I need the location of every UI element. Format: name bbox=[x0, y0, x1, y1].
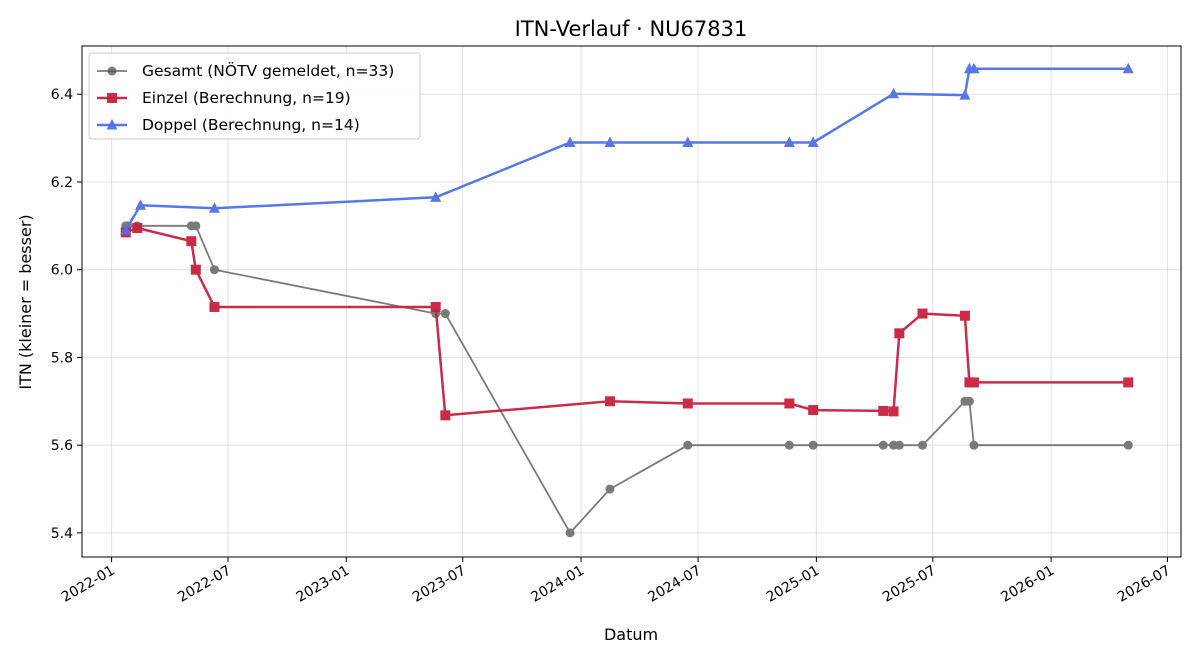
data-point bbox=[191, 221, 201, 231]
series-group bbox=[120, 62, 1134, 538]
data-point bbox=[807, 136, 819, 147]
data-point bbox=[209, 265, 219, 275]
data-point bbox=[968, 62, 980, 74]
y-tick-label: 5.6 bbox=[51, 438, 73, 454]
data-point bbox=[959, 89, 971, 100]
data-point bbox=[1123, 377, 1134, 388]
legend-marker bbox=[106, 119, 118, 130]
data-point bbox=[682, 136, 694, 147]
data-point bbox=[565, 528, 575, 538]
legend-entry: Gesamt (NÖTV gemeldet, n=33) bbox=[142, 61, 394, 80]
y-axis-label: ITN (kleiner = besser) bbox=[16, 214, 35, 389]
data-point bbox=[564, 136, 576, 147]
legend-box bbox=[88, 52, 421, 140]
series-doppel bbox=[120, 62, 1134, 235]
data-point bbox=[208, 202, 220, 213]
data-point bbox=[878, 405, 889, 416]
data-point bbox=[683, 440, 693, 450]
data-point bbox=[186, 236, 197, 247]
y-tick-label: 5.8 bbox=[51, 350, 73, 366]
y-tick-label: 6.4 bbox=[51, 87, 73, 103]
data-point bbox=[604, 136, 616, 147]
data-point bbox=[430, 191, 442, 202]
data-point bbox=[682, 398, 693, 409]
data-point bbox=[894, 328, 905, 339]
data-point bbox=[783, 136, 795, 147]
data-point bbox=[605, 484, 615, 494]
data-point bbox=[784, 440, 794, 450]
data-point bbox=[209, 301, 220, 312]
data-point bbox=[1122, 62, 1134, 74]
legend-marker bbox=[107, 66, 117, 76]
data-point bbox=[430, 301, 441, 312]
data-point bbox=[440, 410, 451, 421]
data-point bbox=[964, 396, 974, 406]
data-point bbox=[917, 440, 927, 450]
data-point bbox=[888, 87, 900, 99]
data-point bbox=[135, 199, 147, 210]
data-point bbox=[808, 405, 819, 416]
data-point bbox=[190, 264, 201, 275]
data-point bbox=[604, 396, 615, 407]
chart-title: ITN-Verlauf · NU67831 bbox=[515, 17, 748, 41]
data-point bbox=[917, 308, 928, 319]
x-axis-label: Datum bbox=[604, 625, 658, 644]
data-point bbox=[969, 440, 979, 450]
data-point bbox=[440, 309, 450, 319]
data-point bbox=[959, 310, 970, 321]
plot-frame bbox=[81, 45, 1182, 558]
y-tick-label: 6.0 bbox=[51, 263, 73, 279]
data-point bbox=[120, 224, 132, 235]
legend-marker bbox=[107, 93, 117, 103]
y-tick-label: 5.4 bbox=[51, 526, 73, 542]
y-tick-label: 6.2 bbox=[51, 175, 73, 191]
data-point bbox=[894, 440, 904, 450]
data-point bbox=[784, 398, 795, 409]
data-point bbox=[132, 223, 143, 234]
data-point bbox=[888, 406, 899, 417]
data-point bbox=[968, 377, 979, 388]
data-point bbox=[808, 440, 818, 450]
legend-entry: Einzel (Berechnung, n=19) bbox=[142, 89, 351, 107]
data-point bbox=[1123, 440, 1133, 450]
legend-entry: Doppel (Berechnung, n=14) bbox=[142, 116, 360, 134]
data-point bbox=[878, 440, 888, 450]
legend: Gesamt (NÖTV gemeldet, n=33) Einzel (Bere… bbox=[88, 52, 421, 140]
